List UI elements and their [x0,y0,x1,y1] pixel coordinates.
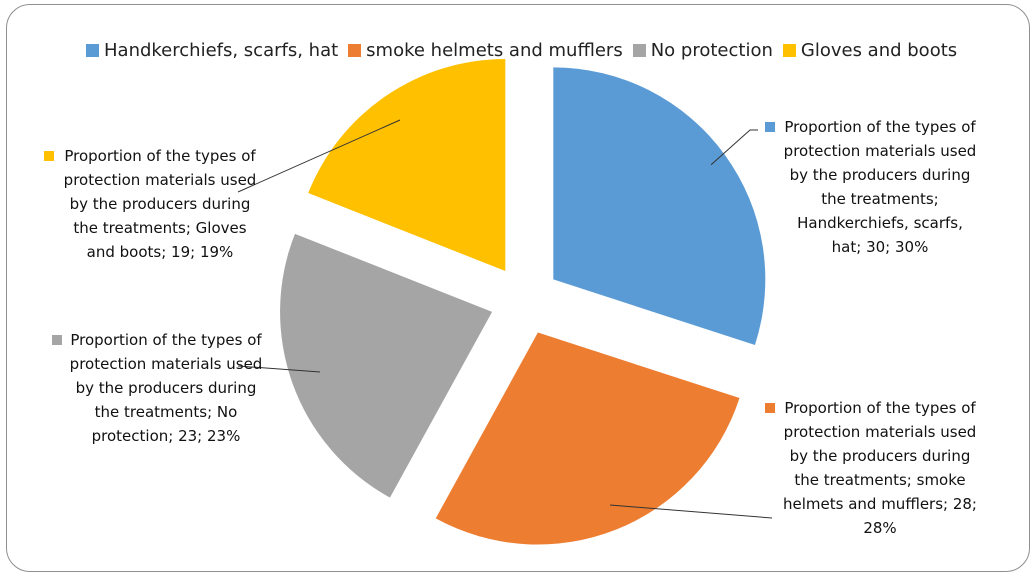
legend-swatch-handkerchiefs [86,44,99,57]
data-label-no-protection: Proportion of the types of protection ma… [52,328,266,448]
legend-item-handkerchiefs: Handkerchiefs, scarfs, hat [86,40,338,61]
legend-swatch-smoke-helmets [348,44,362,57]
legend-item-no-protection: No protection [632,40,773,61]
data-label-gloves-boots: Proportion of the types of protection ma… [44,144,260,264]
data-label-smoke-helmets: Proportion of the types of protection ma… [765,396,980,540]
leader-line-handkerchiefs [710,129,758,166]
legend-swatch-no-protection [632,44,646,57]
data-label-handkerchiefs: Proportion of the types of protection ma… [765,115,980,259]
leader-line-gloves-boots [237,119,401,193]
chart-frame [6,4,1030,572]
leader-line-no-protection [237,365,321,373]
data-label-text-gloves-boots: Proportion of the types of protection ma… [63,147,257,261]
leader-line-smoke-helmets [609,504,773,519]
pie-slice-handkerchiefs [553,67,766,345]
pie-slice-no-protection [280,233,493,498]
legend-item-gloves-boots: Gloves and boots [782,40,958,61]
legend-label-gloves-boots: Gloves and boots [800,40,958,61]
pie-slice-smoke-helmets [435,332,740,545]
data-label-text-handkerchiefs: Proportion of the types of protection ma… [783,118,977,256]
legend-label-handkerchiefs: Handkerchiefs, scarfs, hat [104,40,339,61]
chart-legend: Handkerchiefs, scarfs, hat smoke helmets… [86,40,967,61]
data-label-text-no-protection: Proportion of the types of protection ma… [69,331,263,445]
legend-label-no-protection: No protection [650,40,773,61]
data-label-swatch-no-protection [52,335,62,345]
legend-label-smoke-helmets: smoke helmets and mufflers [366,40,623,61]
data-label-text-smoke-helmets: Proportion of the types of protection ma… [783,399,977,537]
data-label-swatch-smoke-helmets [765,403,775,413]
data-label-swatch-handkerchiefs [765,122,775,132]
data-label-swatch-gloves-boots [44,151,54,161]
pie-slice-gloves-boots [308,59,506,272]
legend-item-smoke-helmets: smoke helmets and mufflers [348,40,623,61]
legend-swatch-gloves-boots [782,44,796,57]
